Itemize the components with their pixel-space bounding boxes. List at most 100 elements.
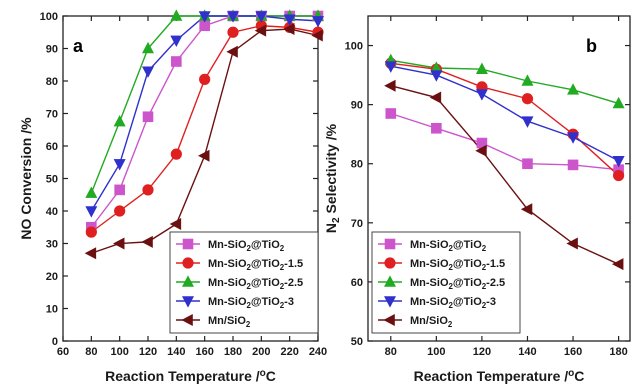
series-line (91, 28, 319, 254)
legend-marker (182, 275, 194, 287)
data-point (311, 29, 323, 42)
data-point (170, 9, 183, 21)
legend-label: Mn/SiO2 (410, 315, 453, 329)
y-tick-label: 80 (46, 76, 58, 88)
x-axis-title: Reaction Temperature /oC (105, 368, 276, 384)
legend-label: Mn-SiO2@TiO2-1.5 (410, 258, 505, 272)
legend-label: Mn/SiO2 (208, 315, 251, 329)
data-point (113, 237, 125, 250)
data-point (254, 24, 267, 37)
data-point (567, 83, 580, 95)
plot-frame (367, 15, 631, 342)
y-tick-label: 40 (46, 206, 58, 218)
legend: Mn-SiO2@TiO2 Mn-SiO2@TiO2-1.5 Mn-SiO2@TiO2… (371, 231, 521, 334)
data-point (114, 205, 126, 217)
data-point (613, 169, 625, 182)
data-point (385, 108, 397, 119)
legend-marker (182, 238, 194, 250)
x-tick-label: 200 (252, 346, 270, 358)
data-point (142, 111, 154, 123)
chart-panel-b: 80 100 120 140 160 180 50 60 70 80 90 100 Reaction T… (323, 15, 631, 384)
y-axis-title: NO Conversion /% (18, 117, 34, 240)
legend-label: Mn-SiO2@TiO2-1.5 (208, 258, 303, 272)
legend-label: Mn-SiO2@TiO2 (208, 239, 285, 253)
data-point (227, 11, 239, 23)
data-point (521, 74, 534, 86)
panel-label: b (586, 36, 597, 56)
data-point (521, 93, 534, 105)
data-point (312, 16, 324, 28)
data-point (141, 235, 153, 248)
data-point (85, 206, 98, 218)
y-tick-label: 70 (351, 218, 363, 230)
y-tick-label: 10 (46, 304, 58, 316)
data-point (283, 23, 295, 35)
y-axis-title: N2 Selectivity /% (323, 123, 342, 233)
x-tick-label: 180 (224, 346, 242, 358)
x-tick-label: 80 (85, 346, 97, 358)
y-tick-label: 100 (345, 41, 363, 53)
y-tick-label: 80 (351, 159, 363, 171)
y-tick-label: 0 (52, 336, 58, 348)
legend-marker (182, 296, 194, 308)
series-line (390, 85, 619, 265)
legend-label: Mn-SiO2@TiO2 (410, 239, 487, 253)
chart-panel-a: 60 80 100 120 140 160 180 200 220 240 0 10 20 30 40 50 6… (18, 9, 327, 384)
series-line (390, 62, 620, 177)
data-point (142, 66, 154, 78)
legend: Mn-SiO2@TiO2 Mn-SiO2@TiO2-1.5 Mn-SiO2@TiO2… (169, 231, 319, 334)
data-point (114, 184, 125, 196)
x-tick-label: 100 (110, 346, 128, 358)
x-axis-title-text: Reaction Temperature / (414, 368, 569, 384)
data-point (522, 158, 533, 170)
legend-marker (181, 314, 193, 326)
legend-label: Mn-SiO2@TiO2-2.5 (208, 277, 303, 291)
data-point (170, 35, 183, 48)
data-point (84, 247, 97, 260)
data-point (430, 70, 443, 82)
y-tick-label: 50 (351, 336, 363, 348)
y-tick-label: 90 (351, 100, 363, 112)
data-point (612, 96, 625, 109)
y-tick-label: 70 (46, 109, 58, 121)
data-point (567, 132, 580, 144)
data-point (85, 226, 97, 238)
x-axis-title-text: Reaction Temperature / (105, 368, 260, 384)
series-line (90, 25, 319, 233)
data-point (113, 114, 126, 127)
data-point (113, 159, 126, 171)
x-tick-label: 120 (139, 346, 157, 358)
x-tick-label: 80 (385, 346, 397, 358)
legend-label: Mn-SiO2@TiO2-2.5 (410, 277, 505, 291)
x-tick-label: 120 (473, 346, 491, 358)
y-tick-label: 100 (40, 11, 58, 23)
series-line (390, 112, 619, 171)
y-tick-label: 20 (46, 271, 58, 283)
legend-marker (384, 275, 396, 287)
data-point (429, 91, 442, 104)
legend-marker (182, 257, 194, 269)
data-point (431, 122, 442, 134)
data-point (475, 144, 487, 157)
legend-marker (384, 296, 396, 308)
x-tick-label: 140 (167, 346, 185, 358)
data-point (226, 45, 238, 58)
y-tick-label: 60 (46, 141, 58, 153)
data-point (171, 56, 182, 67)
data-point (475, 89, 488, 101)
data-point (566, 237, 578, 250)
y-tick-label: 50 (46, 174, 58, 186)
data-point (170, 148, 182, 160)
data-point (283, 14, 296, 26)
y-tick-label: 60 (351, 277, 363, 289)
data-point (520, 203, 533, 216)
x-tick-label: 140 (518, 346, 536, 358)
data-point (567, 159, 579, 171)
data-point (227, 26, 239, 38)
legend-marker (384, 238, 396, 250)
series-line (90, 15, 319, 212)
data-point (198, 149, 210, 162)
panel-label: a (73, 36, 84, 56)
data-point (384, 61, 397, 73)
